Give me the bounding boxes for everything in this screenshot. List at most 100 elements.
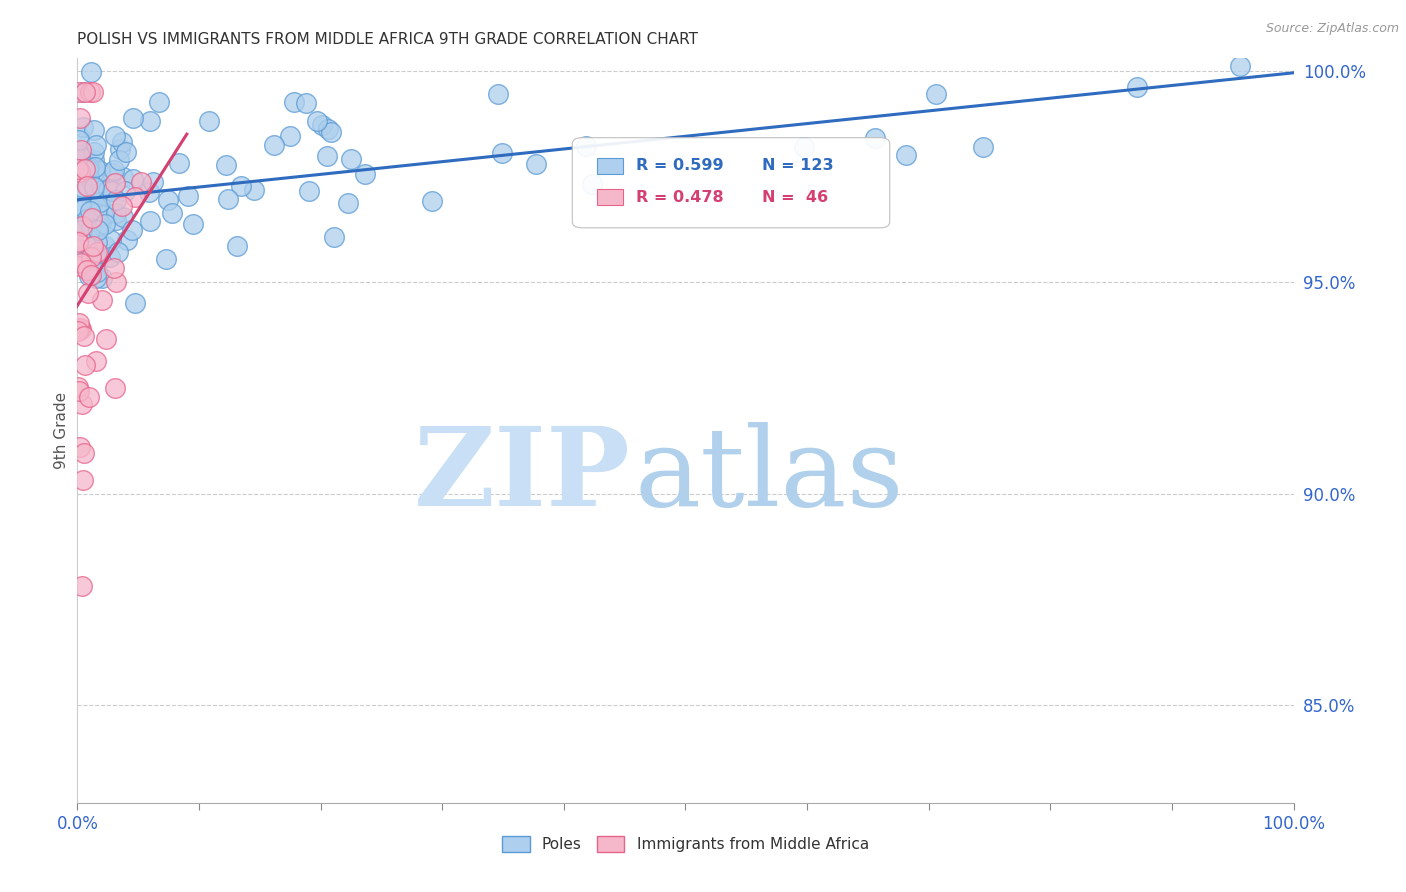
- Bar: [596, 189, 623, 205]
- Point: [79, 85, 101, 99]
- Point: [160, 205, 183, 219]
- Point: [321, 125, 343, 139]
- Point: [69, 165, 91, 179]
- Point: [67, 85, 90, 99]
- Point: [104, 381, 127, 395]
- Point: [73, 161, 96, 176]
- Point: [69, 440, 91, 454]
- Point: [83, 189, 105, 203]
- Point: [1229, 59, 1251, 73]
- Point: [83, 165, 105, 179]
- Point: [121, 111, 143, 125]
- Point: [104, 176, 127, 190]
- Point: [84, 271, 107, 285]
- Point: [67, 129, 90, 144]
- Point: [183, 217, 205, 231]
- Point: [67, 249, 90, 263]
- Text: atlas: atlas: [634, 422, 904, 529]
- Point: [316, 149, 339, 163]
- Point: [89, 194, 111, 209]
- Point: [66, 161, 89, 176]
- Point: [925, 87, 948, 101]
- Point: [76, 212, 98, 227]
- Point: [311, 119, 333, 133]
- Point: [67, 181, 90, 195]
- Point: [70, 223, 93, 237]
- Point: [70, 322, 93, 336]
- Point: [575, 138, 598, 153]
- Point: [124, 295, 146, 310]
- Text: N = 123: N = 123: [762, 159, 834, 173]
- Point: [105, 212, 128, 227]
- Text: POLISH VS IMMIGRANTS FROM MIDDLE AFRICA 9TH GRADE CORRELATION CHART: POLISH VS IMMIGRANTS FROM MIDDLE AFRICA …: [77, 32, 699, 47]
- Bar: [596, 158, 623, 174]
- Point: [263, 138, 285, 153]
- Point: [91, 209, 114, 223]
- Point: [94, 332, 117, 346]
- Point: [524, 157, 547, 171]
- Point: [73, 328, 96, 343]
- Point: [111, 199, 134, 213]
- Point: [217, 192, 239, 206]
- Point: [72, 445, 94, 459]
- Point: [77, 232, 100, 246]
- Point: [80, 250, 103, 264]
- Point: [69, 111, 91, 125]
- Point: [82, 238, 104, 252]
- Point: [1126, 80, 1149, 95]
- Point: [73, 358, 96, 372]
- Point: [72, 473, 94, 487]
- Point: [114, 184, 136, 198]
- Point: [142, 175, 165, 189]
- Point: [66, 324, 89, 338]
- Point: [894, 148, 917, 162]
- Point: [80, 220, 103, 235]
- Point: [157, 193, 180, 207]
- Point: [89, 177, 111, 191]
- Point: [865, 131, 887, 145]
- Point: [307, 114, 329, 128]
- Point: [87, 219, 110, 234]
- Point: [80, 181, 103, 195]
- Point: [93, 217, 115, 231]
- Point: [337, 195, 360, 210]
- Point: [316, 122, 339, 136]
- Point: [108, 142, 131, 156]
- Point: [97, 183, 120, 197]
- Point: [86, 265, 108, 279]
- Point: [69, 255, 91, 269]
- Point: [67, 132, 90, 146]
- Point: [87, 202, 110, 217]
- FancyBboxPatch shape: [572, 137, 890, 227]
- Point: [75, 235, 97, 250]
- Point: [69, 256, 91, 270]
- Point: [86, 222, 108, 236]
- Point: [73, 202, 96, 216]
- Legend: Poles, Immigrants from Middle Africa: Poles, Immigrants from Middle Africa: [496, 830, 875, 858]
- Point: [90, 270, 112, 285]
- Point: [104, 193, 127, 207]
- Point: [87, 168, 110, 182]
- Point: [84, 160, 107, 174]
- Y-axis label: 9th Grade: 9th Grade: [53, 392, 69, 469]
- Point: [69, 170, 91, 185]
- Point: [77, 390, 100, 404]
- Point: [67, 235, 90, 249]
- Point: [155, 252, 177, 266]
- Point: [129, 176, 152, 190]
- Point: [229, 178, 252, 193]
- Point: [84, 199, 107, 213]
- Point: [100, 233, 122, 247]
- Point: [83, 180, 105, 194]
- Point: [66, 234, 89, 248]
- Point: [76, 156, 98, 170]
- Point: [198, 114, 221, 128]
- Point: [167, 156, 190, 170]
- Point: [486, 87, 509, 101]
- Point: [72, 120, 94, 135]
- Point: [322, 230, 344, 244]
- Text: N =  46: N = 46: [762, 190, 828, 205]
- Point: [70, 219, 93, 234]
- Point: [67, 316, 90, 330]
- Point: [354, 168, 377, 182]
